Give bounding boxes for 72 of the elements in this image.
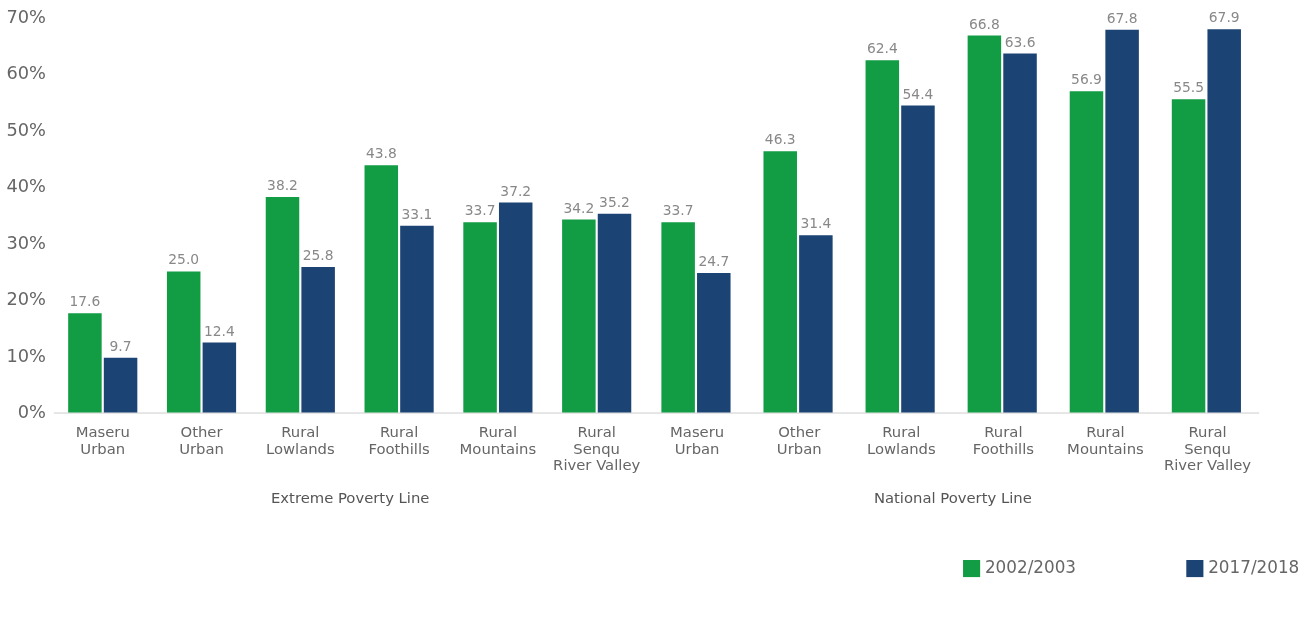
x-tick-label: Rural Mountains	[459, 422, 537, 457]
x-tick-label: Other Urban	[179, 422, 224, 457]
data-label: 35.2	[599, 193, 630, 210]
x-tick-label: Rural Senqu River Valley	[553, 422, 641, 474]
x-tick-label: Maseru Urban	[75, 422, 130, 457]
bar	[799, 235, 833, 413]
data-label: 54.4	[902, 85, 934, 102]
data-label: 25.0	[168, 251, 200, 268]
data-label: 34.2	[563, 199, 595, 216]
bar	[400, 225, 434, 413]
bar	[1069, 91, 1104, 413]
data-label: 67.8	[1106, 9, 1138, 26]
data-label: 38.2	[267, 176, 298, 193]
legend-label: 2017/2018	[1208, 557, 1300, 578]
bar	[1207, 29, 1241, 413]
bar	[265, 196, 300, 413]
bar	[763, 151, 797, 413]
y-tick-label: 10%	[6, 344, 46, 366]
x-tick-label: Rural Lowlands	[265, 422, 335, 457]
bar	[865, 60, 900, 413]
bar	[202, 342, 237, 413]
data-label: 33.1	[401, 205, 433, 222]
data-label: 17.6	[69, 293, 101, 310]
data-label: 56.9	[1071, 71, 1102, 88]
bar	[661, 222, 695, 413]
data-label: 46.3	[764, 131, 796, 148]
data-label: 33.7	[662, 202, 694, 219]
bar	[901, 105, 935, 413]
y-tick-label: 60%	[6, 62, 46, 84]
x-tick-label: Maseru Urban	[670, 422, 725, 457]
data-label: 66.8	[968, 15, 1000, 32]
data-label: 37.2	[500, 182, 532, 199]
data-label: 31.4	[800, 215, 832, 232]
x-axis-title: Extreme Poverty Line	[270, 488, 430, 506]
bar	[68, 313, 102, 413]
bar	[562, 219, 596, 413]
bar	[1171, 99, 1206, 413]
data-label: 33.7	[464, 202, 496, 219]
x-tick-label: Other Urban	[776, 422, 822, 457]
bar	[166, 271, 201, 413]
x-tick-label: Rural Foothills	[368, 422, 430, 457]
data-label: 9.7	[109, 337, 132, 354]
data-label: 43.8	[365, 145, 397, 162]
bar	[364, 165, 399, 413]
x-tick-label: Rural Senqu River Valley	[1163, 422, 1252, 474]
bar	[1003, 53, 1037, 413]
x-tick-label: Rural Foothills	[972, 422, 1035, 457]
bar	[103, 357, 138, 413]
y-tick-label: 70%	[6, 5, 46, 27]
data-label: 55.5	[1173, 79, 1204, 96]
y-tick-label: 30%	[6, 231, 46, 253]
bar	[301, 266, 335, 413]
legend-label: 2002/2003	[984, 557, 1076, 578]
bar	[697, 273, 731, 413]
data-label: 67.9	[1208, 9, 1240, 26]
bar	[1105, 29, 1139, 413]
data-label: 25.8	[302, 246, 334, 263]
data-label: 63.6	[1004, 33, 1036, 50]
x-tick-label: Rural Mountains	[1067, 422, 1144, 457]
data-label: 62.4	[866, 40, 898, 57]
bar	[463, 222, 497, 413]
y-tick-label: 50%	[6, 118, 46, 140]
data-label: 24.7	[698, 253, 730, 270]
y-tick-label: 0%	[17, 400, 46, 422]
bar	[597, 213, 632, 413]
data-label: 12.4	[203, 322, 235, 339]
x-tick-label: Rural Lowlands	[866, 422, 936, 457]
bar	[498, 202, 533, 413]
x-axis-title: National Poverty Line	[873, 488, 1032, 506]
y-tick-label: 20%	[6, 288, 46, 310]
bar	[967, 35, 1002, 413]
y-tick-label: 40%	[6, 175, 46, 197]
